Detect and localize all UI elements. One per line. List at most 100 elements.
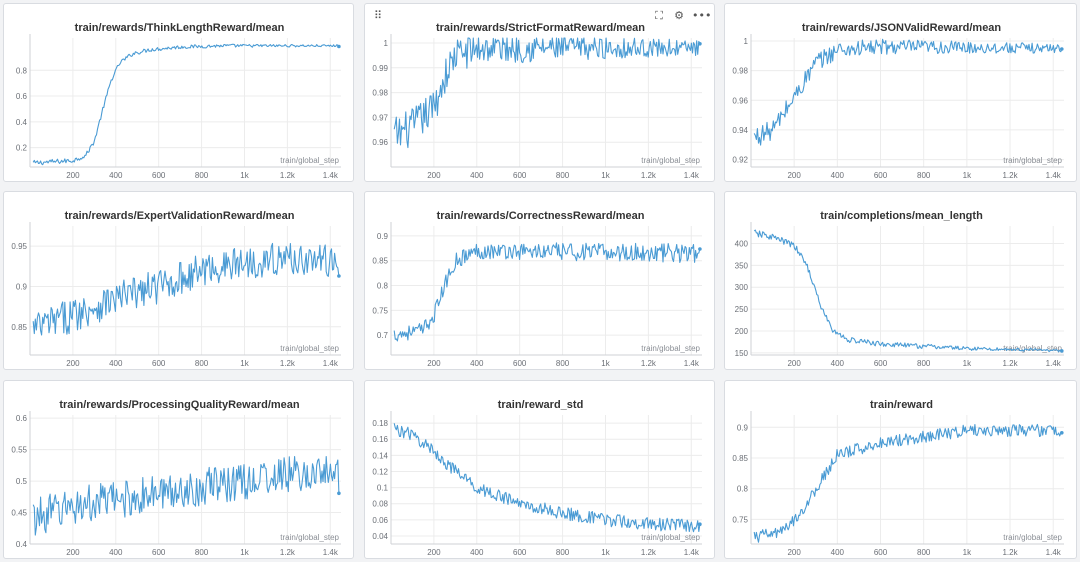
drag-handle-icon[interactable]: ⠿ bbox=[373, 9, 383, 22]
x-tick-label: 1k bbox=[240, 171, 249, 180]
series-line bbox=[393, 423, 701, 533]
x-tick-label: 800 bbox=[556, 171, 570, 180]
y-tick-label: 200 bbox=[735, 327, 749, 336]
y-tick-label: 1 bbox=[384, 39, 389, 48]
series-end-point bbox=[337, 491, 341, 496]
y-tick-label: 0.55 bbox=[11, 446, 27, 455]
x-tick-label: 600 bbox=[152, 548, 166, 557]
chart-panel: train/rewards/StrictFormatReward/mean 0.9… bbox=[364, 3, 715, 182]
x-tick-label: 200 bbox=[787, 359, 801, 368]
x-tick-label: 800 bbox=[917, 359, 931, 368]
x-tick-label: 1.4k bbox=[684, 171, 700, 180]
series-line bbox=[393, 242, 701, 342]
x-tick-label: 1.2k bbox=[641, 359, 657, 368]
x-tick-label: 200 bbox=[66, 548, 80, 557]
x-tick-label: 400 bbox=[470, 548, 484, 557]
y-tick-label: 0.96 bbox=[372, 138, 388, 147]
series-line bbox=[32, 456, 340, 536]
x-tick-label: 400 bbox=[831, 548, 845, 557]
x-tick-label: 1.2k bbox=[1002, 171, 1018, 180]
y-tick-label: 350 bbox=[735, 261, 749, 270]
x-tick-label: 600 bbox=[152, 171, 166, 180]
x-tick-label: 400 bbox=[109, 548, 123, 557]
y-tick-label: 0.9 bbox=[737, 423, 749, 432]
chart-panel: train/rewards/ExpertValidationReward/mea… bbox=[3, 191, 354, 370]
chart-svg: train/rewards/JSONValidReward/mean 0.92 0.… bbox=[732, 22, 1064, 180]
y-tick-label: 0.98 bbox=[732, 67, 748, 76]
chart-panel: train/rewards/ProcessingQualityReward/me… bbox=[3, 380, 354, 559]
fullscreen-icon[interactable]: ⛶ bbox=[655, 9, 663, 22]
chart-title: train/rewards/ProcessingQualityReward/me… bbox=[59, 399, 300, 411]
x-tick-label: 1.4k bbox=[684, 359, 700, 368]
x-axis-label: train/global_step bbox=[641, 156, 700, 165]
x-tick-label: 1.4k bbox=[1046, 171, 1062, 180]
chart-title: train/rewards/CorrectnessReward/mean bbox=[437, 210, 645, 222]
chart-panel: train/rewards/CorrectnessReward/mean 0.7 0… bbox=[364, 191, 715, 370]
y-tick-label: 0.18 bbox=[372, 419, 388, 428]
series-end-point bbox=[698, 42, 702, 46]
x-tick-label: 400 bbox=[831, 171, 845, 180]
chart-svg: train/rewards/ThinkLengthReward/mean 0.2 0… bbox=[16, 22, 341, 180]
y-tick-label: 150 bbox=[735, 349, 749, 358]
x-tick-label: 1k bbox=[963, 359, 972, 368]
x-tick-label: 1.4k bbox=[1046, 359, 1062, 368]
chart-panel: train/reward 0.75 0.8 0.85 0.9 200 400 600 800 1k… bbox=[724, 380, 1077, 559]
y-tick-label: 0.1 bbox=[377, 484, 389, 493]
x-tick-label: 600 bbox=[513, 548, 527, 557]
x-tick-label: 400 bbox=[831, 359, 845, 368]
y-tick-label: 0.8 bbox=[16, 66, 28, 75]
x-tick-label: 1.2k bbox=[280, 359, 296, 368]
x-tick-label: 600 bbox=[513, 171, 527, 180]
y-tick-label: 0.85 bbox=[732, 454, 748, 463]
chart-title: train/rewards/ThinkLengthReward/mean bbox=[75, 22, 285, 34]
x-tick-label: 800 bbox=[195, 359, 209, 368]
chart-svg: train/reward 0.75 0.8 0.85 0.9 200 400 600 800 1k… bbox=[732, 399, 1064, 557]
y-tick-label: 0.96 bbox=[732, 96, 748, 105]
x-tick-label: 1k bbox=[601, 171, 610, 180]
y-tick-label: 0.6 bbox=[16, 414, 28, 423]
x-tick-label: 400 bbox=[109, 359, 123, 368]
y-tick-label: 0.6 bbox=[16, 92, 28, 101]
x-tick-label: 1.2k bbox=[280, 548, 296, 557]
x-tick-label: 1k bbox=[240, 548, 249, 557]
x-tick-label: 400 bbox=[109, 171, 123, 180]
x-tick-label: 600 bbox=[874, 359, 888, 368]
x-tick-label: 1.4k bbox=[1046, 548, 1062, 557]
gear-icon[interactable]: ⚙ bbox=[674, 9, 684, 22]
x-tick-label: 1.4k bbox=[323, 359, 339, 368]
x-tick-label: 1.2k bbox=[641, 548, 657, 557]
x-tick-label: 1k bbox=[601, 548, 610, 557]
x-tick-label: 200 bbox=[787, 548, 801, 557]
chart-svg: train/rewards/ExpertValidationReward/mea… bbox=[11, 210, 341, 368]
x-tick-label: 600 bbox=[874, 171, 888, 180]
x-tick-label: 200 bbox=[427, 171, 441, 180]
y-tick-label: 0.92 bbox=[732, 156, 748, 165]
series-end-point bbox=[337, 274, 341, 278]
x-tick-label: 800 bbox=[917, 171, 931, 180]
y-tick-label: 0.08 bbox=[372, 500, 388, 509]
more-icon[interactable]: ••• bbox=[692, 9, 712, 22]
y-tick-label: 0.16 bbox=[372, 435, 388, 444]
x-axis-label: train/global_step bbox=[280, 156, 339, 165]
y-tick-label: 0.8 bbox=[737, 485, 749, 494]
x-tick-label: 600 bbox=[152, 359, 166, 368]
y-tick-label: 0.4 bbox=[16, 540, 28, 549]
x-tick-label: 600 bbox=[513, 359, 527, 368]
series-line bbox=[393, 37, 701, 149]
x-tick-label: 200 bbox=[66, 171, 80, 180]
y-tick-label: 1 bbox=[744, 37, 749, 46]
chart-title: train/reward bbox=[870, 399, 933, 411]
x-axis-label: train/global_step bbox=[641, 344, 700, 353]
chart-svg: train/rewards/StrictFormatReward/mean 0.9… bbox=[372, 22, 702, 180]
series-end-point bbox=[1060, 431, 1064, 435]
x-tick-label: 1k bbox=[240, 359, 249, 368]
chart-title: train/rewards/JSONValidReward/mean bbox=[802, 22, 1002, 34]
x-tick-label: 800 bbox=[195, 548, 209, 557]
y-tick-label: 0.95 bbox=[11, 242, 27, 251]
series-line bbox=[32, 242, 340, 336]
x-tick-label: 1.2k bbox=[1002, 548, 1018, 557]
x-tick-label: 1k bbox=[963, 171, 972, 180]
y-tick-label: 0.75 bbox=[732, 515, 748, 524]
x-tick-label: 1.4k bbox=[323, 548, 339, 557]
y-tick-label: 0.06 bbox=[372, 516, 388, 525]
